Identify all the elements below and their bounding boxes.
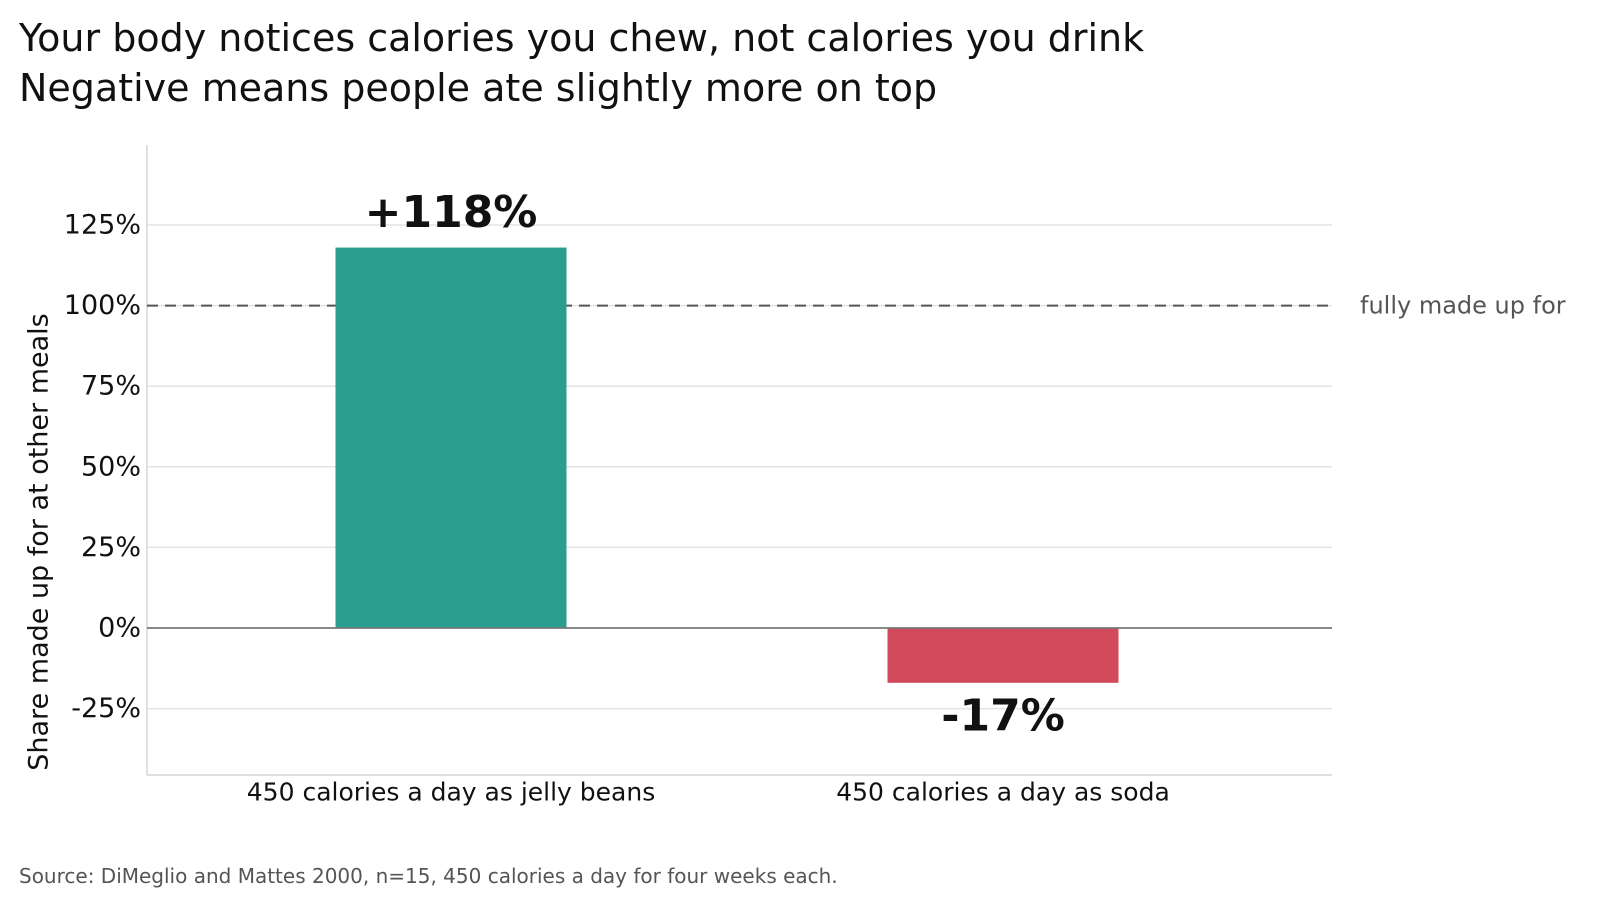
reference-line-label: fully made up for [1360,292,1566,320]
y-tick-label: 50% [81,451,141,482]
x-tick-label: 450 calories a day as jelly beans [247,778,655,807]
y-axis-label: Share made up for at other meals [24,313,55,770]
y-tick-label: 100% [64,290,141,321]
bar [887,628,1119,683]
y-tick-label: 125% [64,210,141,241]
data-label: +118% [365,187,538,238]
chart-subtitle: Negative means people ate slightly more … [19,66,938,110]
y-tick-label: 75% [81,371,141,402]
chart-title: Your body notices calories you chew, not… [19,16,1145,60]
source-note: Source: DiMeglio and Mattes 2000, n=15, … [19,864,838,888]
bar-chart: -25% 0% 25% 50% 75% 100% 125% Share made up for… [24,145,1566,807]
y-tick-label: 25% [81,532,141,563]
y-tick-label: -25% [71,693,141,724]
data-label: -17% [941,690,1065,741]
bar [335,247,567,628]
y-tick-label: 0% [98,613,141,644]
x-tick-label: 450 calories a day as soda [836,778,1170,807]
